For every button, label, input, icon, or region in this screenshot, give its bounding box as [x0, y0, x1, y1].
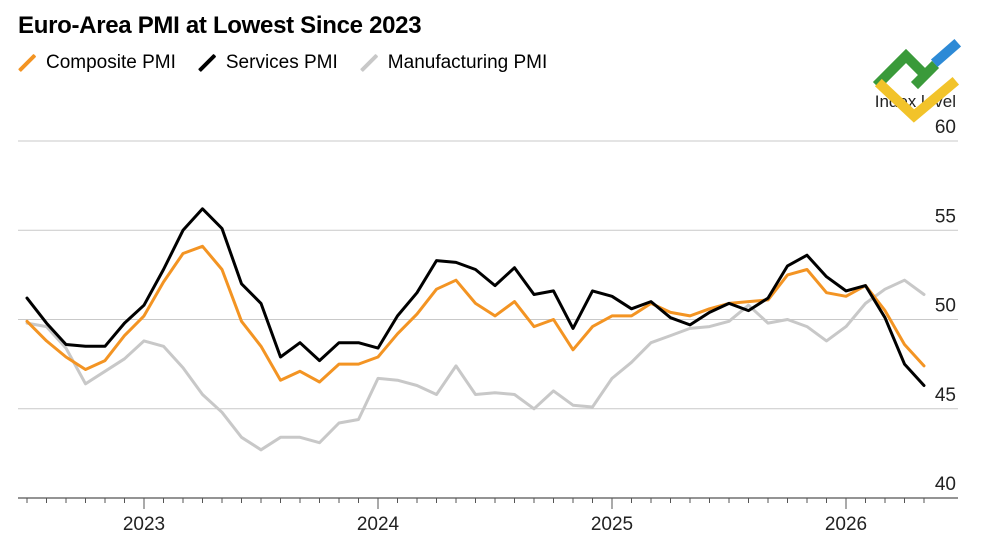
chart-title: Euro-Area PMI at Lowest Since 2023: [18, 12, 422, 39]
y-tick-label-55: 55: [935, 206, 956, 227]
x-tick-label-2023: 2023: [123, 514, 165, 535]
legend-item-manufacturing: Manufacturing PMI: [360, 52, 547, 74]
chart-legend: Composite PMI Services PMI Manufacturing…: [18, 52, 547, 74]
x-tick-label-2025: 2025: [591, 514, 633, 535]
series-line-services-pmi: [25, 207, 926, 387]
series-line-manufacturing-pmi: [25, 278, 926, 452]
x-tick-label-2024: 2024: [357, 514, 400, 535]
series-line-composite-pmi: [25, 244, 926, 384]
y-tick-label-45: 45: [935, 385, 956, 406]
legend-item-composite: Composite PMI: [18, 52, 176, 74]
legend-label-manufacturing: Manufacturing PMI: [387, 52, 548, 73]
y-tick-label-40: 40: [935, 474, 956, 495]
brand-logo-icon: [872, 38, 962, 123]
y-tick-label-50: 50: [935, 296, 956, 317]
legend-label-composite: Composite PMI: [46, 52, 176, 73]
legend-item-services: Services PMI: [198, 52, 338, 74]
y-tick-label-60: 60: [935, 117, 956, 138]
x-tick-label-2026: 2026: [825, 514, 867, 535]
legend-label-services: Services PMI: [225, 52, 338, 73]
